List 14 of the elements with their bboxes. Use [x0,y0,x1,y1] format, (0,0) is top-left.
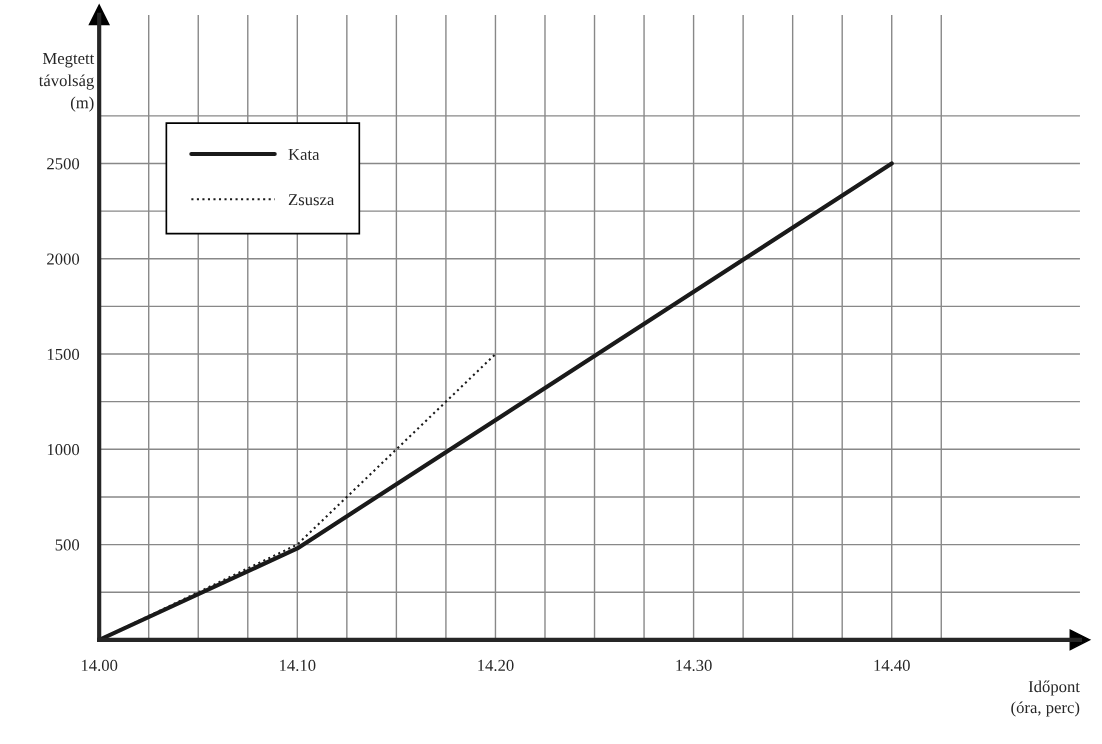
x-axis-title: Időpont (óra, perc) [1011,680,1080,717]
y-tick-label: 1000 [47,444,80,456]
x-tick-label: 14.30 [676,659,712,672]
y-tick-label: 2000 [47,253,80,265]
x-tick-label: 14.00 [81,659,118,672]
legend-label: Zsusza [288,194,335,206]
x-tick-label: 14.40 [874,659,910,672]
y-axis-title: Megtett távolság (m) [38,52,95,112]
x-tick-label: 14.20 [478,659,514,672]
y-tick-label: 500 [55,539,80,551]
y-tick-label: 1500 [47,348,80,360]
legend-label: Kata [288,148,320,161]
y-tick-label: 2500 [47,158,80,170]
x-tick-label: 14.10 [280,659,316,672]
